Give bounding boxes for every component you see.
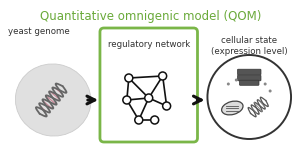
Text: cellular state
(expression level): cellular state (expression level) [211, 36, 288, 56]
Circle shape [125, 74, 133, 82]
Circle shape [163, 102, 171, 110]
Ellipse shape [15, 64, 91, 136]
FancyBboxPatch shape [238, 75, 261, 81]
Circle shape [159, 72, 167, 80]
Text: Quantitative omnigenic model (QOM): Quantitative omnigenic model (QOM) [40, 10, 261, 23]
Circle shape [235, 78, 238, 82]
FancyBboxPatch shape [100, 28, 197, 142]
Ellipse shape [222, 101, 243, 115]
FancyBboxPatch shape [239, 80, 259, 85]
Circle shape [264, 82, 267, 86]
Circle shape [151, 116, 159, 124]
Circle shape [135, 116, 143, 124]
Circle shape [268, 90, 272, 92]
Circle shape [207, 55, 291, 139]
Circle shape [145, 94, 153, 102]
FancyBboxPatch shape [238, 69, 261, 75]
Text: yeast genome: yeast genome [8, 27, 70, 36]
Text: regulatory network: regulatory network [108, 40, 190, 49]
Circle shape [227, 82, 230, 86]
Circle shape [123, 96, 131, 104]
